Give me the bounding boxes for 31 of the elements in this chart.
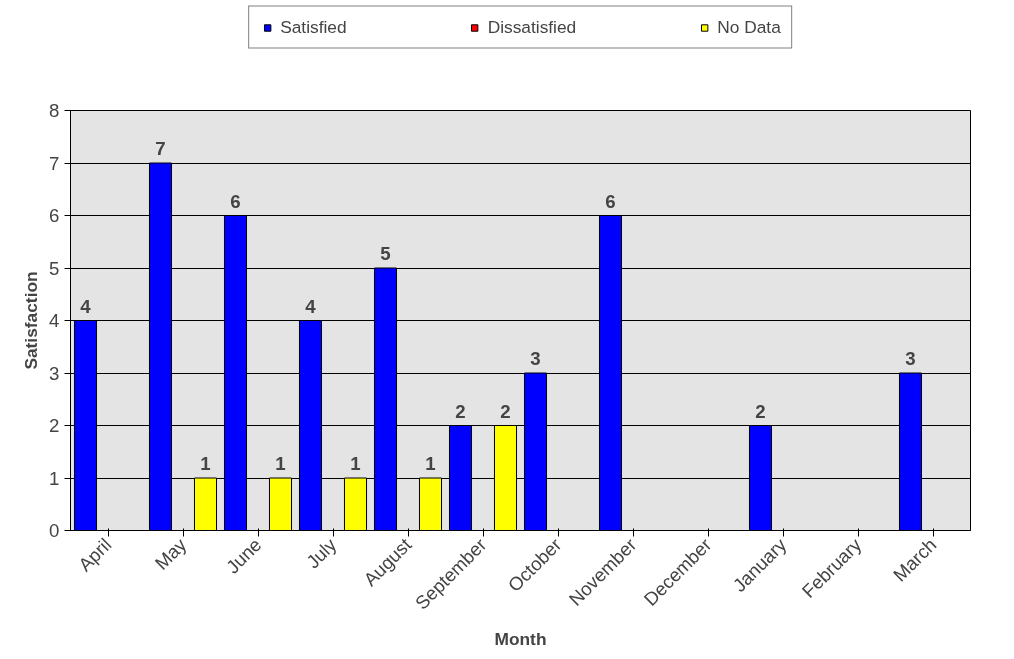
y-tick-label: 3 — [49, 362, 60, 384]
x-tick-label: May — [150, 533, 191, 574]
data-label: 2 — [455, 400, 466, 422]
y-tick-label: 4 — [49, 310, 60, 331]
data-label: 6 — [230, 190, 241, 212]
data-label: 1 — [275, 453, 286, 474]
data-label: 1 — [425, 453, 436, 474]
legend-label: No Data — [717, 16, 781, 38]
y-tick-label: 0 — [49, 520, 60, 541]
y-tick-label: 1 — [49, 467, 60, 489]
y-tick-label: 7 — [49, 152, 60, 174]
legend-label: Satisfied — [280, 16, 347, 38]
data-label: 1 — [200, 453, 211, 474]
legend-label: Dissatisfied — [487, 16, 577, 38]
y-axis-title: Satisfaction — [21, 271, 42, 370]
data-label: 3 — [905, 348, 916, 369]
data-label: 2 — [500, 400, 511, 422]
y-tick-label: 5 — [49, 257, 60, 279]
data-label: 1 — [350, 453, 361, 474]
y-tick-label: 2 — [49, 415, 60, 436]
data-label: 7 — [155, 138, 166, 159]
y-tick-label: 6 — [49, 205, 60, 226]
y-tick-label: 8 — [49, 100, 60, 121]
data-label: 3 — [530, 348, 541, 369]
x-tick-label: July — [302, 533, 341, 573]
data-label: 6 — [605, 190, 616, 212]
data-label: 4 — [80, 295, 92, 317]
x-axis-title: Month — [494, 628, 547, 649]
data-label: 5 — [380, 243, 391, 264]
data-label: 4 — [305, 295, 317, 317]
data-label: 2 — [755, 400, 766, 422]
